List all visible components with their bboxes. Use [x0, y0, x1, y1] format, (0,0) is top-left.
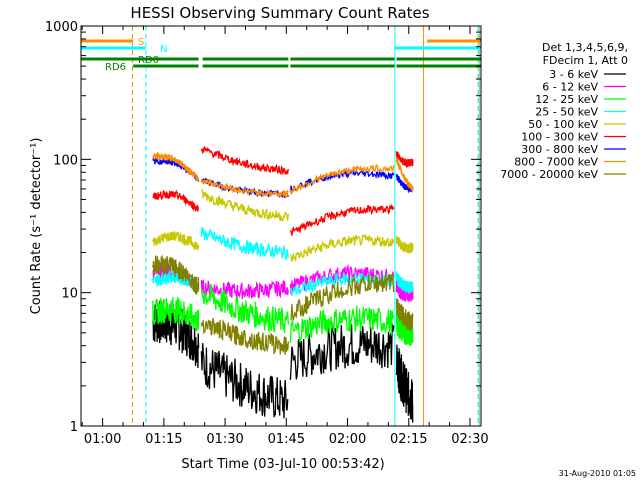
series-7-segment-0: [152, 150, 199, 182]
series-2-segment-2: [289, 305, 395, 343]
y-tick-label-2: 100: [53, 153, 78, 168]
series-5-segment-2: [289, 203, 395, 236]
legend-label-2: 12 - 25 keV: [535, 93, 598, 106]
series-8-segment-3: [395, 298, 414, 331]
series-4-segment-0: [152, 231, 200, 251]
flag-rd6-label: RD6: [105, 62, 126, 73]
series-4-segment-3: [395, 236, 414, 255]
series-5: [152, 145, 414, 236]
x-tick-label-4: 02:00: [329, 432, 366, 447]
series-8-segment-1: [200, 317, 289, 355]
series-0-segment-2: [289, 323, 395, 380]
x-tick-label-5: 02:15: [390, 432, 427, 447]
axes: 01:00 01:15 01:30 01:45 02:00 02:15 02:30 1 10 10…: [45, 20, 489, 447]
y-axis-label: Count Rate (s⁻¹ detector⁻¹): [29, 138, 44, 315]
legend-label-1: 6 - 12 keV: [542, 81, 598, 94]
legend-label-8: 7000 - 20000 keV: [500, 168, 598, 181]
series-2-segment-0: [152, 297, 200, 332]
chart-title: HESSI Observing Summary Count Rates: [130, 4, 429, 22]
series-7-segment-3: [395, 156, 414, 193]
series-3-segment-1: [200, 226, 289, 260]
flag-s-label: S: [138, 37, 144, 48]
series-4-segment-2: [289, 233, 395, 262]
legend-label-0: 3 - 6 keV: [549, 68, 598, 81]
flag-n-label: N: [160, 44, 167, 55]
series-0-segment-1: [200, 343, 289, 419]
y-tick-label-3: 1000: [45, 20, 78, 35]
plot-frame: [80, 25, 482, 427]
legend-label-3: 25 - 50 keV: [535, 106, 598, 119]
series-7: [152, 150, 414, 199]
series-8-segment-2: [290, 273, 395, 321]
series-5-segment-3: [395, 151, 414, 169]
series-7-segment-1: [200, 178, 289, 199]
footer-timestamp: 31-Aug-2010 01:05: [559, 469, 636, 478]
legend-header-0: Det 1,3,4,5,6,9,: [542, 41, 628, 54]
series-7-segment-2: [289, 164, 395, 196]
series-2-segment-1: [200, 283, 289, 334]
series-2-segment-3: [395, 309, 414, 346]
legend-label-5: 100 - 300 keV: [521, 131, 598, 144]
series-5-segment-1: [200, 145, 289, 176]
legend-label-4: 50 - 100 keV: [528, 118, 598, 131]
series-1-segment-2: [289, 263, 395, 295]
legend-label-7: 800 - 7000 keV: [514, 156, 598, 169]
series-5-segment-0: [152, 189, 199, 212]
x-tick-label-3: 01:45: [268, 432, 305, 447]
series-8-segment-0: [152, 254, 200, 295]
series-6-segment-2: [289, 169, 395, 193]
series-4-segment-1: [200, 188, 289, 222]
series-3-segment-3: [395, 271, 414, 295]
legend: Det 1,3,4,5,6,9,FDecim 1, Att 03 - 6 keV…: [500, 41, 628, 181]
y-tick-label-0: 1: [70, 420, 78, 435]
x-tick-label-0: 01:00: [84, 432, 121, 447]
x-axis-label: Start Time (03-Jul-10 00:53:42): [181, 457, 384, 472]
legend-header-1: FDecim 1, Att 0: [543, 54, 628, 67]
x-tick-label-2: 01:30: [206, 432, 243, 447]
series-1-segment-1: [200, 279, 289, 300]
series-0-segment-3: [395, 344, 414, 423]
series-8: [152, 254, 414, 355]
series-1-segment-3: [395, 280, 414, 302]
series-4: [152, 188, 414, 262]
flag-rd0-label: RD0: [138, 55, 159, 66]
series-2: [152, 283, 414, 346]
x-tick-label-1: 01:15: [145, 432, 182, 447]
legend-label-6: 300 - 800 keV: [521, 143, 598, 156]
x-tick-label-6: 02:30: [451, 432, 488, 447]
y-tick-label-1: 10: [61, 287, 78, 302]
